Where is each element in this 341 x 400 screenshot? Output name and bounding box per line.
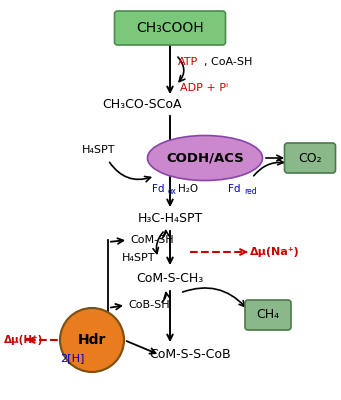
Text: Fd: Fd: [152, 184, 164, 194]
Text: CoM-S-S-CoB: CoM-S-S-CoB: [149, 348, 231, 362]
Text: CoB-SH: CoB-SH: [128, 300, 169, 310]
Text: Fd: Fd: [228, 184, 240, 194]
Text: H₃C-H₄SPT: H₃C-H₄SPT: [137, 212, 203, 224]
Text: 2[H]: 2[H]: [60, 353, 84, 363]
Text: CO₂: CO₂: [298, 152, 322, 164]
Text: , CoA-SH: , CoA-SH: [204, 57, 252, 67]
Text: H₄SPT: H₄SPT: [122, 253, 155, 263]
Text: CH₃CO-SCoA: CH₃CO-SCoA: [102, 98, 182, 112]
Text: CoM-SH: CoM-SH: [130, 235, 174, 245]
Text: CH₃COOH: CH₃COOH: [136, 21, 204, 35]
Text: Δμ(H⁺): Δμ(H⁺): [4, 335, 43, 345]
Text: CoM-S-CH₃: CoM-S-CH₃: [136, 272, 204, 284]
Text: ATP: ATP: [178, 57, 198, 67]
FancyBboxPatch shape: [115, 11, 225, 45]
Circle shape: [60, 308, 124, 372]
FancyBboxPatch shape: [245, 300, 291, 330]
FancyBboxPatch shape: [284, 143, 336, 173]
Text: ADP + Pᴵ: ADP + Pᴵ: [180, 83, 228, 93]
Text: CODH/ACS: CODH/ACS: [166, 152, 244, 164]
Ellipse shape: [148, 136, 263, 180]
Text: H₂O: H₂O: [178, 184, 198, 194]
Text: Hdr: Hdr: [78, 333, 106, 347]
Text: H₄SPT: H₄SPT: [82, 145, 116, 155]
Text: CH₄: CH₄: [256, 308, 280, 322]
Text: Δμ(Na⁺): Δμ(Na⁺): [250, 247, 300, 257]
Text: ox: ox: [168, 187, 177, 196]
Text: red: red: [244, 187, 257, 196]
